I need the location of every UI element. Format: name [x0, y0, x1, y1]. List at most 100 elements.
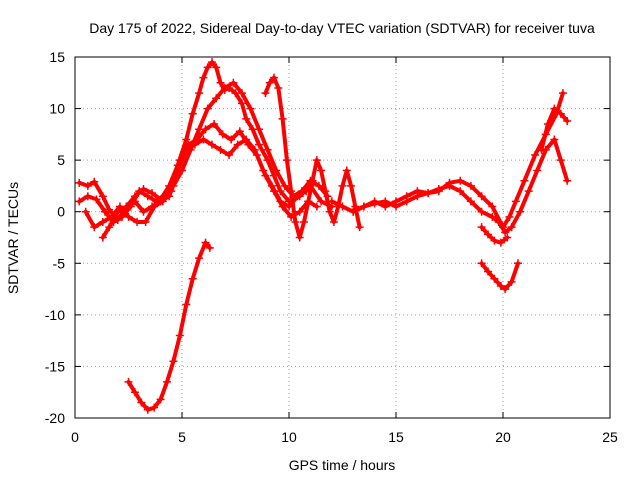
data-point [148, 189, 157, 198]
data-point [265, 78, 274, 87]
data-point [203, 104, 212, 113]
data-point [237, 89, 246, 98]
data-point [280, 181, 289, 190]
data-point [201, 125, 210, 134]
data-point [531, 150, 540, 159]
data-point [355, 223, 364, 232]
data-point [188, 274, 197, 283]
x-axis-label: GPS time / hours [289, 457, 396, 473]
x-tick-label: 20 [495, 429, 511, 445]
data-point [235, 127, 244, 136]
data-point [165, 192, 174, 201]
data-point [282, 156, 291, 165]
data-point [505, 212, 514, 221]
y-tick-label: 0 [57, 204, 65, 220]
data-point [490, 236, 499, 245]
data-point [312, 156, 321, 165]
data-point [537, 145, 546, 154]
data-point [190, 140, 199, 149]
data-point [250, 145, 259, 154]
series-track-4 [100, 137, 309, 240]
x-tick-label: 25 [602, 429, 618, 445]
data-point [207, 140, 216, 149]
data-point [556, 109, 565, 118]
data-point [267, 181, 276, 190]
data-point [105, 205, 114, 214]
data-point [98, 233, 107, 242]
data-point [199, 135, 208, 144]
data-point [210, 120, 219, 129]
data-point [342, 166, 351, 175]
data-point [175, 331, 184, 340]
data-point [270, 73, 279, 82]
data-point [182, 145, 191, 154]
data-point [143, 192, 152, 201]
data-point [225, 150, 234, 159]
data-point [195, 254, 204, 263]
data-point [130, 197, 139, 206]
data-point [274, 83, 283, 92]
data-point [199, 73, 208, 82]
data-point [124, 212, 133, 221]
data-point [227, 135, 236, 144]
data-point [133, 218, 142, 227]
y-tick-label: -10 [45, 307, 65, 323]
data-point [381, 197, 390, 206]
data-point [163, 377, 172, 386]
data-point [513, 259, 522, 268]
data-point [139, 207, 148, 216]
data-point [220, 83, 229, 92]
data-point [182, 300, 191, 309]
data-point [413, 192, 422, 201]
series-track-8 [351, 137, 570, 235]
data-point [327, 197, 336, 206]
data-point [212, 63, 221, 72]
data-point [501, 228, 510, 237]
data-point [218, 130, 227, 139]
series-track-6 [263, 75, 362, 240]
data-point [92, 195, 101, 204]
data-point [263, 145, 272, 154]
data-point [173, 166, 182, 175]
data-point [484, 267, 493, 276]
y-tick-label: -20 [45, 410, 65, 426]
data-point [75, 178, 84, 187]
data-point [81, 207, 90, 216]
data-point [201, 238, 210, 247]
data-point [293, 192, 302, 201]
data-point [276, 197, 285, 206]
data-point [205, 243, 214, 252]
data-point [295, 207, 304, 216]
data-point [524, 187, 533, 196]
data-point [558, 89, 567, 98]
data-point [488, 202, 497, 211]
data-point [156, 395, 165, 404]
data-point [229, 78, 238, 87]
y-tick-label: 15 [49, 49, 65, 65]
data-point [533, 166, 542, 175]
data-point [466, 181, 475, 190]
data-point [141, 218, 150, 227]
data-point [488, 212, 497, 221]
data-point [237, 99, 246, 108]
data-point [496, 281, 505, 290]
data-point [312, 202, 321, 211]
y-tick-label: -15 [45, 358, 65, 374]
data-point [278, 114, 287, 123]
data-point [321, 187, 330, 196]
y-axis-label: SDTVAR / TECUs [5, 182, 21, 294]
data-point [477, 223, 486, 232]
data-point [445, 181, 454, 190]
series-group [75, 58, 572, 414]
data-point [261, 89, 270, 98]
data-point [477, 259, 486, 268]
data-point [490, 274, 499, 283]
x-tick-label: 15 [388, 429, 404, 445]
data-point [370, 199, 379, 208]
data-point [563, 176, 572, 185]
ticks: 0 5 10 15 20 25 -20 -15 -10 -5 0 5 10 15 [45, 49, 618, 445]
data-point [317, 166, 326, 175]
data-point [424, 189, 433, 198]
data-point [402, 197, 411, 206]
data-point [550, 104, 559, 113]
